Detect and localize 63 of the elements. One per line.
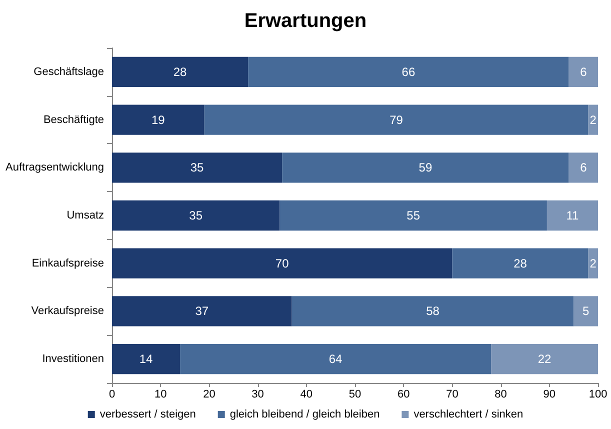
data-label: 19	[151, 112, 166, 127]
data-label: 28	[173, 64, 188, 79]
bar	[568, 152, 598, 183]
data-label: 22	[538, 352, 552, 366]
x-tick-label: 0	[108, 388, 116, 400]
legend-label: verschlechtert / sinken	[414, 408, 524, 420]
bar	[204, 104, 588, 135]
data-label: 28	[514, 256, 528, 270]
x-tick-label: 90	[543, 388, 556, 400]
bar	[180, 344, 492, 374]
bar	[280, 200, 547, 231]
x-tick-label: 100	[588, 388, 608, 400]
bar	[452, 248, 588, 278]
bar	[112, 104, 204, 135]
data-label: 70	[275, 256, 290, 270]
data-label: 35	[190, 160, 204, 175]
y-tick-label: Geschäftslage	[34, 66, 104, 78]
bar	[112, 248, 452, 278]
bar	[112, 56, 248, 88]
bar	[248, 56, 569, 88]
data-label: 2	[590, 256, 597, 270]
data-label: 79	[390, 112, 404, 127]
bar	[112, 152, 282, 183]
y-tick-label: Investitionen	[42, 353, 104, 366]
data-label: 11	[566, 208, 580, 222]
bar	[568, 56, 598, 88]
data-label: 14	[139, 352, 154, 366]
data-label: 58	[426, 304, 440, 318]
x-tick-label: 40	[300, 388, 313, 400]
bar	[112, 296, 292, 326]
legend-label: gleich bleibend / gleich bleiben	[230, 408, 380, 420]
bar	[491, 344, 598, 374]
x-tick-label: 10	[154, 388, 167, 400]
data-label: 2	[590, 112, 597, 127]
x-tick-label: 20	[203, 388, 216, 400]
y-tick-label: Umsatz	[66, 210, 104, 222]
data-label: 59	[418, 160, 432, 175]
data-label: 37	[195, 304, 209, 318]
y-tick-label: Beschäftigte	[43, 114, 104, 126]
data-label: 55	[406, 208, 420, 222]
y-tick-label: Auftragsentwicklung	[6, 162, 104, 174]
data-label: 6	[580, 64, 588, 79]
bar	[546, 200, 598, 231]
bar	[574, 296, 598, 326]
legend-label: verbessert / steigen	[100, 408, 196, 420]
bar	[112, 200, 280, 231]
data-label: 35	[189, 208, 203, 222]
data-label: 6	[580, 160, 588, 175]
bar	[112, 344, 180, 374]
data-label: 5	[582, 304, 590, 318]
x-tick-label: 30	[252, 388, 264, 400]
y-tick-label: Verkaufspreise	[31, 305, 104, 318]
bar	[588, 104, 598, 135]
x-tick-label: 50	[348, 388, 362, 400]
x-tick-label: 70	[446, 388, 458, 400]
chart-title: Erwartungen	[244, 10, 367, 32]
bar	[292, 296, 574, 326]
data-label: 64	[328, 352, 343, 366]
y-tick-label: Einkaufspreise	[32, 257, 104, 270]
bar	[282, 152, 569, 183]
data-label: 66	[402, 64, 416, 79]
x-tick-label: 80	[494, 388, 507, 400]
x-tick-label: 60	[397, 388, 410, 400]
